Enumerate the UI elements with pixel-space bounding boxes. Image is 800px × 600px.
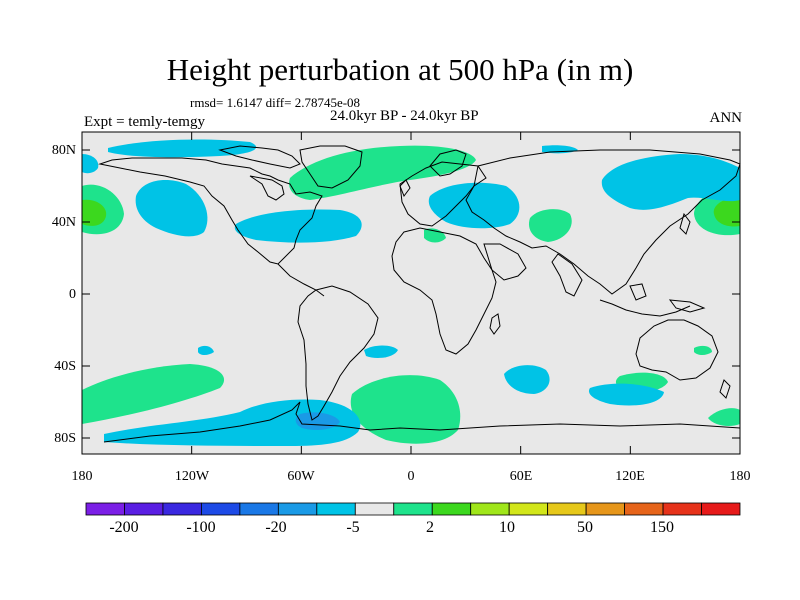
anomaly-south-pacific-green [82,364,225,424]
lon-label-60w: 60W [287,469,315,484]
colorbar-label-2: 2 [426,519,434,536]
lon-label-60e: 60E [510,469,533,484]
colorbar-box [316,502,356,516]
season-label: ANN [709,110,743,126]
anomaly-eurasia-cyan [428,182,520,229]
lon-label-0: 0 [408,469,415,484]
colorbar-box [431,502,472,516]
coastline-japan [679,212,691,235]
coastline-europe [399,161,487,227]
anomaly-south-atlantic-green [350,375,461,444]
experiment-label: Expt = temly-temgy [84,114,205,130]
coastline-arabia [483,243,527,281]
coastline-uk [399,179,411,198]
coastline-indonesia [599,299,691,317]
colorbar-label-10: 10 [499,519,515,536]
coastline-new-zealand [719,379,731,399]
colorbar-labels: -200 -100 -20 -5 2 10 50 150 [109,519,674,536]
lon-label-180-east: 180 [730,469,751,484]
anomaly-north-pacific-cyan [135,180,208,237]
anomaly-arctic-cyan [108,139,257,158]
anomaly-arctic-west-cyan [82,154,99,174]
stats-text: rmsd= 1.6147 diff= 2.78745e-08 [190,95,361,110]
colorbar-box [662,502,702,516]
colorbar-label-150: 150 [650,519,674,536]
colorbar: -200 -100 -20 -5 2 10 50 150 [85,502,741,536]
anomaly-south-indian-cyan [504,365,550,394]
lat-label-equator: 0 [69,287,76,302]
coastline-asia [465,149,741,295]
colorbar-box [354,502,395,516]
colorbar-box [547,502,587,516]
coastline-borneo [629,283,647,301]
colorbar-box [470,502,510,516]
coastline-antarctica [103,401,741,443]
colorbar-box [585,502,625,516]
colorbar-box [277,502,318,516]
colorbar-box [701,502,741,516]
coastline-new-guinea [668,299,706,313]
coastline-south-america [297,285,379,421]
lon-label-120e: 120E [615,469,645,484]
anomaly-sw-pacific-green [708,408,740,426]
lon-label-120w: 120W [175,469,210,484]
colorbar-box [85,502,125,516]
coastline-central-america [277,263,325,297]
anomaly-pacific-small-cyan [198,345,214,355]
colorbar-label-minus-100: -100 [186,519,215,536]
anomaly-north-pacific-east-core [713,196,740,227]
longitude-labels: 180 120W 60W 0 60E 120E 180 [72,469,751,484]
colorbar-label-50: 50 [577,519,593,536]
coastline-greenland [299,145,363,189]
anomaly-australia-south-cyan [588,383,664,406]
coastline-australia [635,319,719,381]
colorbar-box [124,502,164,516]
anomaly-north-pacific-west-core [82,199,107,226]
plot-title: Height perturbation at 500 hPa (in m) [166,52,634,87]
period-text: 24.0kyr BP - 24.0kyr BP [330,108,479,124]
coastline-north-america [98,157,323,265]
colorbar-label-minus-200: -200 [109,519,138,536]
lat-label-80s: 80S [54,431,76,446]
lat-label-40s: 40S [54,359,76,374]
colorbar-box [508,502,549,516]
lon-label-180-west: 180 [72,469,93,484]
anomaly-middle-east-green [528,209,572,242]
colorbar-box [239,502,279,516]
colorbar-boxes [85,502,741,516]
colorbar-label-minus-5: -5 [346,519,359,536]
coastline-canada-islands [218,145,301,169]
coastlines [98,145,741,443]
coastline-madagascar [489,313,501,335]
colorbar-box [624,502,664,516]
coastline-scandinavia [429,149,467,177]
latitude-labels: 80N 40N 0 40S 80S [52,143,76,446]
colorbar-label-minus-20: -20 [265,519,286,536]
coastline-india [551,253,583,297]
colorbar-box [393,502,433,516]
anomaly-north-america-cyan [234,209,362,243]
lat-label-40n: 40N [52,215,76,230]
anomaly-australia-green [694,345,712,355]
coastline-hudson-bay [249,175,285,201]
map-ticks [81,132,741,454]
colorbar-box [162,502,202,516]
coastline-africa [391,227,497,355]
lat-label-80n: 80N [52,143,76,158]
anomaly-siberia-cyan [601,154,740,210]
colorbar-box [201,502,241,516]
anomaly-indian-cyan [364,345,398,358]
